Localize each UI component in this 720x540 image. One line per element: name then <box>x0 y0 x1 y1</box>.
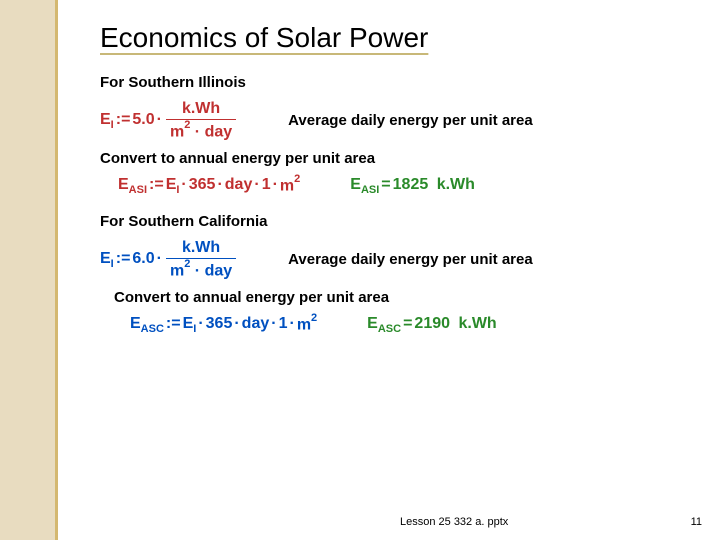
slide-content: Economics of Solar Power For Southern Il… <box>100 22 700 340</box>
easc-result: EASC = 2190 k.Wh <box>367 315 497 333</box>
ei-sub: I <box>111 119 114 131</box>
day: day <box>242 315 270 333</box>
dot: · <box>254 176 259 194</box>
n365: 365 <box>189 176 216 194</box>
footer-filename: Lesson 25 332 a. pptx <box>400 516 508 528</box>
assign-op: := <box>116 111 131 129</box>
mid-dot: · <box>190 263 204 280</box>
section4-header: Convert to annual energy per unit area <box>114 289 700 306</box>
assign-op: := <box>166 315 181 333</box>
easc-def: EASC := EI · 365 · day · 1 · m2 <box>130 314 317 334</box>
ei-var: E <box>100 250 111 268</box>
ei-var: E <box>100 111 111 129</box>
ei-unit-fraction: k.Wh m2 · day <box>166 99 236 142</box>
result-unit: k.Wh <box>458 315 496 333</box>
section3-equation-row: EI := 6.0 · k.Wh m2 · day Average daily … <box>100 238 700 281</box>
m-unit: m <box>170 263 184 280</box>
dot: · <box>271 315 276 333</box>
footer-page-number: 11 <box>691 516 702 528</box>
mid-dot: · <box>190 124 204 141</box>
section1-desc: Average daily energy per unit area <box>288 112 533 129</box>
dot-op: · <box>157 111 162 129</box>
m-unit: m <box>170 124 184 141</box>
ei-illinois-def: EI := 5.0 · k.Wh m2 · day <box>100 99 238 142</box>
section2-equation-row: EASI := EI · 365 · day · 1 · m2 EASI = 1… <box>118 175 700 195</box>
m-unit: m <box>297 316 311 333</box>
easc-sub: ASC <box>141 323 164 335</box>
frac-num: k.Wh <box>178 99 224 118</box>
day-unit: day <box>205 124 233 141</box>
section3-header: For Southern California <box>100 213 700 230</box>
assign-op: := <box>116 250 131 268</box>
result-unit: k.Wh <box>437 176 475 194</box>
easi-var: E <box>350 176 361 194</box>
sq: 2 <box>184 119 190 131</box>
ei-sub: I <box>193 323 196 335</box>
ei-california-def: EI := 6.0 · k.Wh m2 · day <box>100 238 238 281</box>
sq: 2 <box>184 258 190 270</box>
dot: · <box>181 176 186 194</box>
m-unit: m <box>280 177 294 194</box>
easi-sub: ASI <box>129 184 147 196</box>
ei-value: 5.0 <box>132 111 154 129</box>
one: 1 <box>279 315 288 333</box>
dot: · <box>273 176 278 194</box>
section3-desc: Average daily energy per unit area <box>288 251 533 268</box>
easi-def: EASI := EI · 365 · day · 1 · m2 <box>118 175 300 195</box>
assign-op: := <box>149 176 164 194</box>
n365: 365 <box>206 315 233 333</box>
eq-op: = <box>381 176 390 194</box>
section2-header: Convert to annual energy per unit area <box>100 150 700 167</box>
sq: 2 <box>311 312 317 324</box>
ei-value: 6.0 <box>132 250 154 268</box>
one: 1 <box>262 176 271 194</box>
ei-var: E <box>183 315 194 333</box>
ei-var: E <box>166 176 177 194</box>
sq: 2 <box>294 173 300 185</box>
easc-var: E <box>367 315 378 333</box>
easi-var: E <box>118 176 129 194</box>
dot: · <box>217 176 222 194</box>
day-unit: day <box>205 263 233 280</box>
dot: · <box>234 315 239 333</box>
dot-op: · <box>157 250 162 268</box>
sidebar-stripe <box>0 0 58 540</box>
slide-title: Economics of Solar Power <box>100 22 700 54</box>
ei-sub: I <box>111 258 114 270</box>
day: day <box>225 176 253 194</box>
result-val: 1825 <box>393 176 429 194</box>
easi-result: EASI = 1825 k.Wh <box>350 176 475 194</box>
easc-var: E <box>130 315 141 333</box>
easi-sub: ASI <box>361 184 379 196</box>
eq-op: = <box>403 315 412 333</box>
ei-sub: I <box>176 184 179 196</box>
dot: · <box>198 315 203 333</box>
section4-equation-row: EASC := EI · 365 · day · 1 · m2 EASC = 2… <box>130 314 700 334</box>
ei-unit-fraction: k.Wh m2 · day <box>166 238 236 281</box>
result-val: 2190 <box>414 315 450 333</box>
section1-header: For Southern Illinois <box>100 74 700 91</box>
easc-sub: ASC <box>378 323 401 335</box>
frac-num: k.Wh <box>178 238 224 257</box>
dot: · <box>289 315 294 333</box>
section1-equation-row: EI := 5.0 · k.Wh m2 · day Average daily … <box>100 99 700 142</box>
